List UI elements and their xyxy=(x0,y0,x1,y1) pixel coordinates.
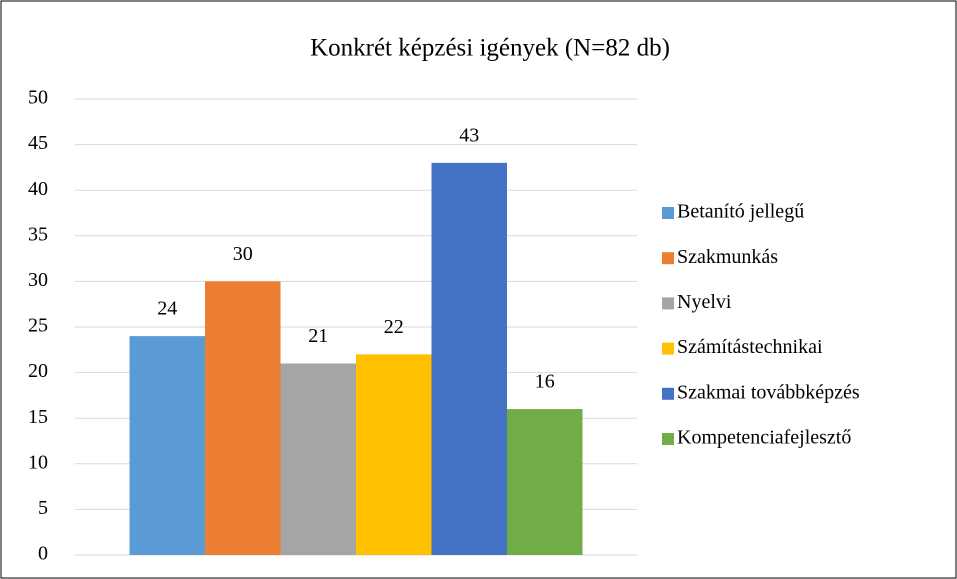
data-label: 30 xyxy=(233,243,253,265)
bar xyxy=(506,409,583,555)
bar xyxy=(356,354,432,555)
legend-label: Szakmai továbbképzés xyxy=(677,381,860,403)
legend-label: Szakmunkás xyxy=(677,246,778,268)
legend-swatch xyxy=(662,297,674,310)
data-label: 43 xyxy=(459,124,479,146)
y-tick-label: 40 xyxy=(28,178,48,200)
y-tick-label: 30 xyxy=(28,269,48,291)
y-tick-label: 5 xyxy=(38,497,48,519)
y-tick-label: 50 xyxy=(28,87,48,109)
bar xyxy=(129,336,206,555)
legend-label: Kompetenciafejlesztő xyxy=(677,427,851,449)
bar xyxy=(431,162,507,555)
y-tick-label: 15 xyxy=(28,406,48,428)
data-label: 22 xyxy=(384,316,404,338)
data-label: 24 xyxy=(157,298,177,320)
legend-swatch xyxy=(662,252,674,265)
y-tick-label: 20 xyxy=(28,360,48,382)
y-tick-label: 0 xyxy=(38,543,48,565)
y-tick-label: 10 xyxy=(28,451,48,473)
legend-swatch xyxy=(662,433,674,445)
legend-swatch xyxy=(662,207,674,219)
legend-swatch xyxy=(662,342,674,355)
legend-label: Betanító jellegű xyxy=(677,201,804,223)
legend-swatch xyxy=(662,387,674,400)
y-tick-label: 35 xyxy=(28,223,48,245)
legend-label: Nyelvi xyxy=(677,291,732,313)
chart-title: Konkrét képzési igények (N=82 db) xyxy=(310,35,670,62)
y-tick-label: 25 xyxy=(28,315,48,337)
bar xyxy=(280,363,356,555)
data-label: 16 xyxy=(535,371,555,393)
bar xyxy=(205,281,281,555)
data-label: 21 xyxy=(308,325,328,347)
legend-label: Számítástechnikai xyxy=(677,336,823,358)
y-tick-label: 45 xyxy=(28,132,48,154)
